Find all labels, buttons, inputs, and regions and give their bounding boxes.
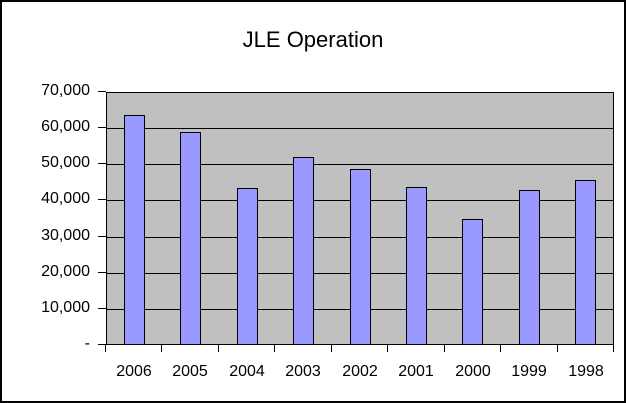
y-axis-tick bbox=[98, 236, 106, 237]
y-axis-tick-label: 60,000 bbox=[41, 118, 90, 135]
bar-2002 bbox=[350, 169, 371, 345]
x-axis-tick bbox=[387, 345, 388, 352]
x-axis-tick-label: 2001 bbox=[398, 363, 434, 380]
y-axis-tick-label: 10,000 bbox=[41, 299, 90, 316]
y-axis-tick-label: 30,000 bbox=[41, 227, 90, 244]
y-axis-tick bbox=[98, 272, 106, 273]
x-axis-tick bbox=[331, 345, 332, 352]
y-axis-tick bbox=[98, 308, 106, 309]
x-axis-tick-label: 2003 bbox=[285, 363, 321, 380]
y-axis-tick bbox=[98, 127, 106, 128]
gridline bbox=[107, 164, 613, 165]
x-axis-tick-label: 2006 bbox=[116, 363, 152, 380]
bar-1999 bbox=[519, 190, 540, 345]
y-axis-tick-label: 40,000 bbox=[41, 190, 90, 207]
bar-2005 bbox=[180, 132, 201, 345]
x-axis-tick-label: 1998 bbox=[568, 363, 604, 380]
bar-1998 bbox=[575, 180, 596, 345]
bar-2003 bbox=[293, 157, 314, 345]
x-axis-tick-label: 2005 bbox=[172, 363, 208, 380]
bar-2006 bbox=[124, 115, 145, 345]
gridline bbox=[107, 128, 613, 129]
y-axis-tick-label: - bbox=[84, 335, 90, 352]
x-axis-tick-label: 1999 bbox=[511, 363, 547, 380]
bar-2000 bbox=[462, 219, 483, 345]
y-axis-tick bbox=[98, 91, 106, 92]
y-axis-tick-label: 50,000 bbox=[41, 154, 90, 171]
x-axis-tick bbox=[500, 345, 501, 352]
x-axis-tick bbox=[444, 345, 445, 352]
x-axis-tick-label: 2000 bbox=[455, 363, 491, 380]
bar-2001 bbox=[406, 187, 427, 345]
x-axis-tick-label: 2004 bbox=[229, 363, 265, 380]
x-axis-tick bbox=[218, 345, 219, 352]
y-axis-tick-label: 20,000 bbox=[41, 263, 90, 280]
x-axis-tick bbox=[557, 345, 558, 352]
y-axis-tick bbox=[98, 199, 106, 200]
y-axis-tick bbox=[98, 344, 106, 345]
x-axis-tick bbox=[161, 345, 162, 352]
y-axis-tick-label: 70,000 bbox=[41, 82, 90, 99]
x-axis-tick-label: 2002 bbox=[342, 363, 378, 380]
y-axis-tick bbox=[98, 163, 106, 164]
x-axis-tick bbox=[613, 345, 614, 352]
x-axis-tick bbox=[105, 345, 106, 352]
bar-2004 bbox=[237, 188, 258, 345]
x-axis-tick bbox=[274, 345, 275, 352]
plot-area bbox=[106, 92, 614, 345]
chart-title: JLE Operation bbox=[242, 27, 384, 52]
